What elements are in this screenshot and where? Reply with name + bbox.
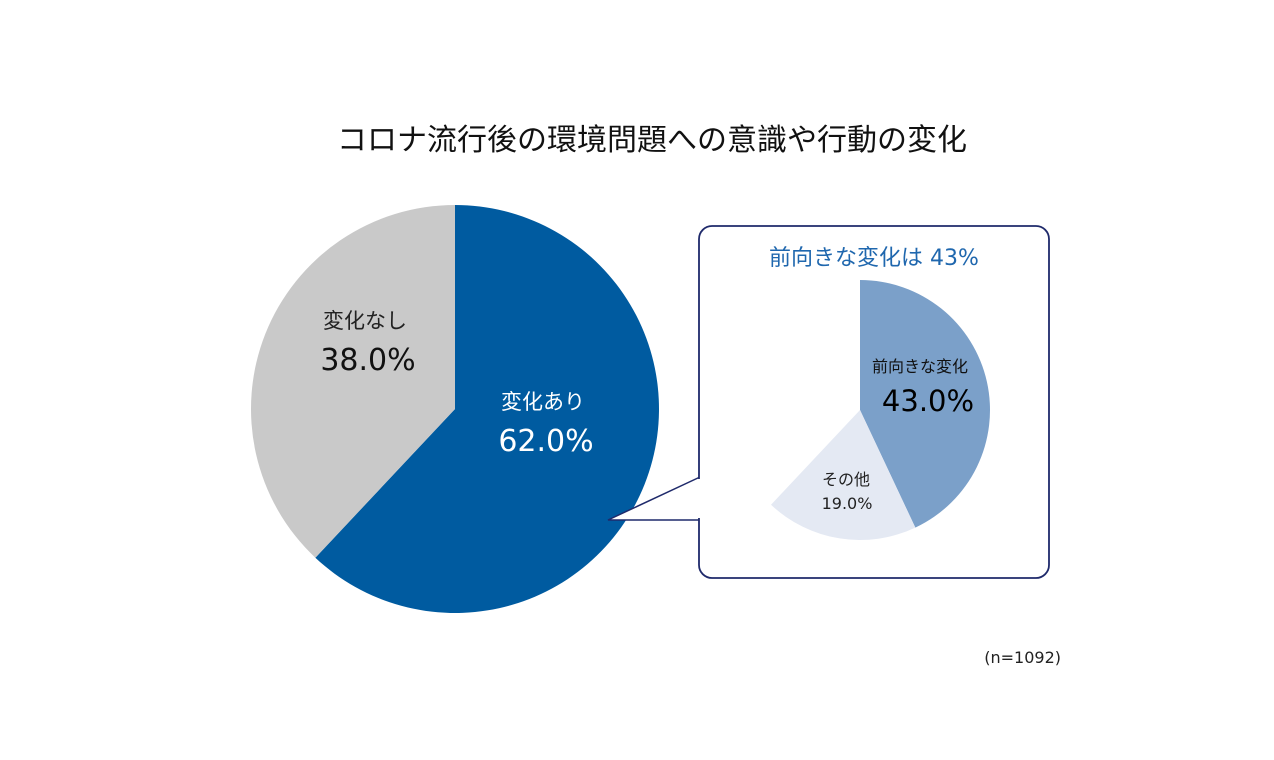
- inset-title: 前向きな変化は 43%: [769, 246, 979, 271]
- pie-slice-other: [771, 410, 916, 541]
- pie-slice-positive: [860, 280, 991, 528]
- main-pie: [250, 205, 659, 614]
- label-positive: 前向きな変化: [872, 357, 968, 376]
- label-changed: 変化あり: [501, 390, 585, 414]
- chart-title: コロナ流行後の環境問題への意識や行動の変化: [337, 123, 967, 158]
- value-changed: 62.0%: [498, 424, 593, 459]
- label-unchanged: 変化なし: [323, 309, 407, 333]
- value-positive: 43.0%: [882, 384, 974, 418]
- sub-pie: [771, 280, 991, 541]
- value-unchanged: 38.0%: [320, 343, 415, 378]
- label-other: その他: [822, 470, 870, 489]
- value-other: 19.0%: [822, 494, 873, 513]
- pie-slice-unchanged: [250, 205, 455, 558]
- callout-pointer-line: [607, 476, 701, 521]
- pie-slice-changed: [315, 205, 659, 614]
- sample-size-note: (n=1092): [984, 648, 1061, 667]
